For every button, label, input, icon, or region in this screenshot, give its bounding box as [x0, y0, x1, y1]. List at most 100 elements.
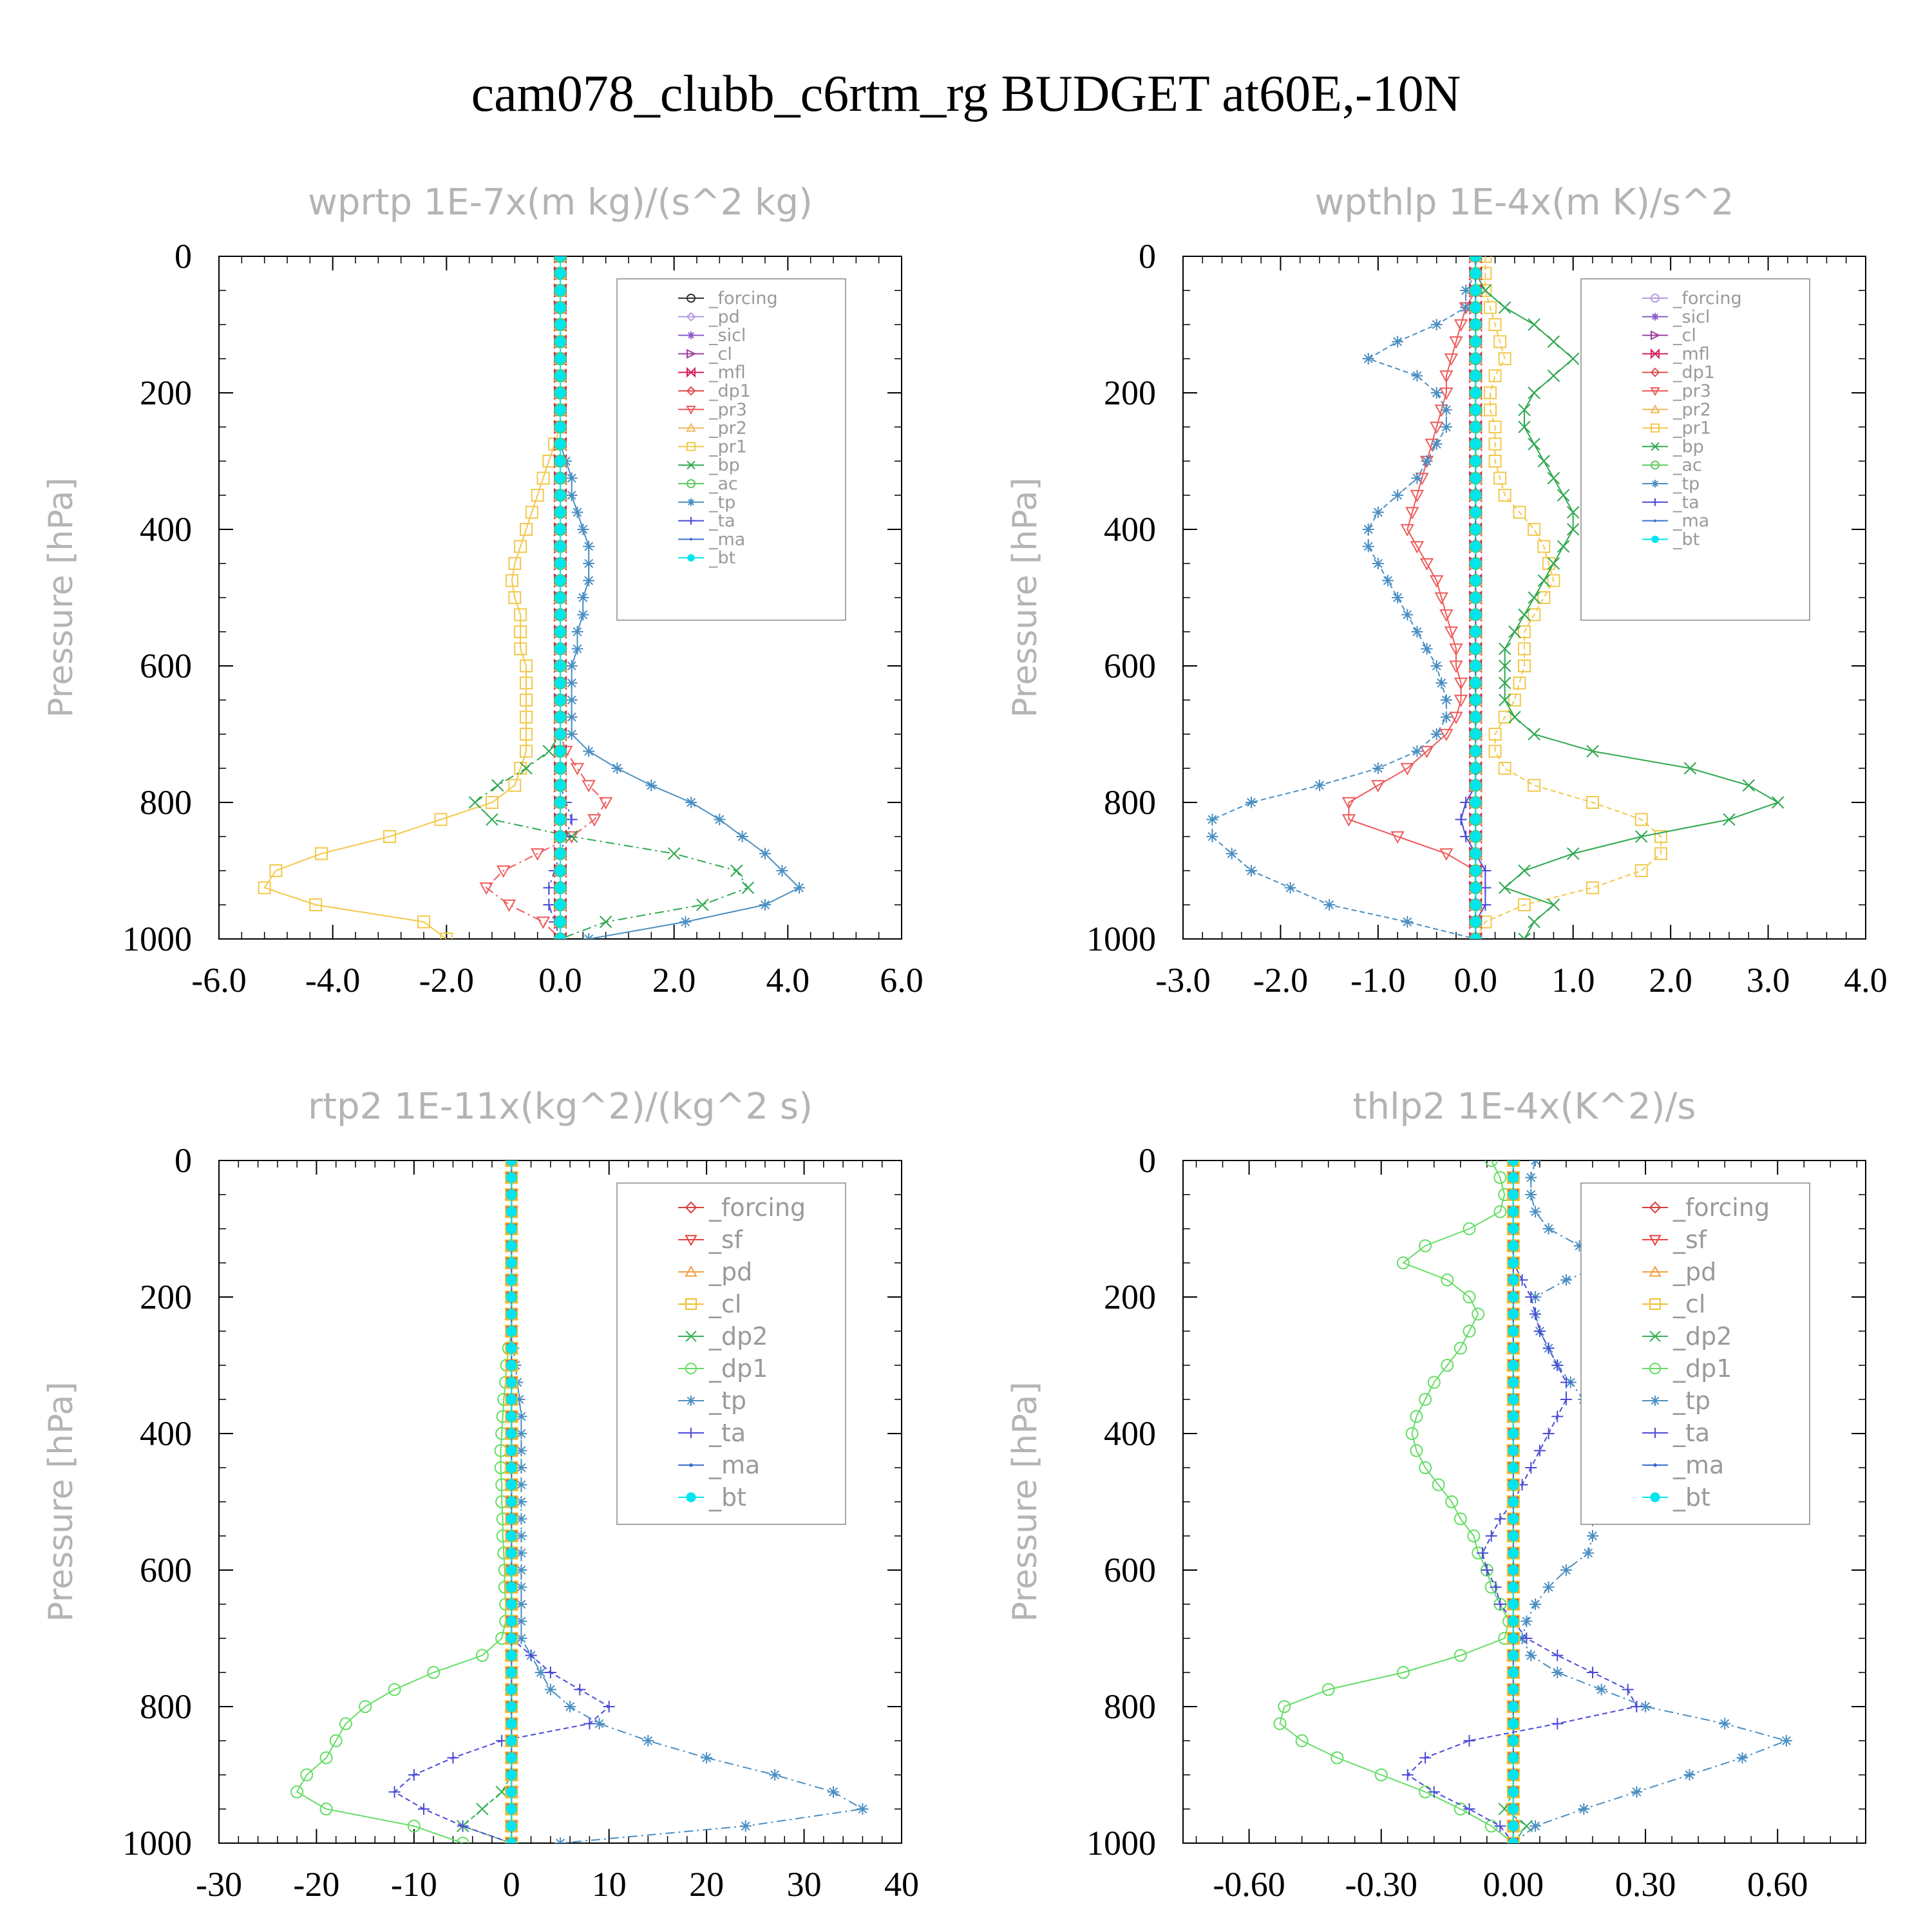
data-point-tp [1372, 506, 1384, 518]
series-pr3 [1341, 256, 1482, 939]
data-point-tp [583, 933, 595, 939]
data-point-bt [1470, 694, 1481, 706]
legend-box [616, 1182, 846, 1525]
y-tick-label: 400 [140, 510, 192, 549]
data-point-bt [1470, 711, 1481, 723]
data-point-pr1 [525, 506, 538, 519]
data-point-pr1 [514, 608, 527, 621]
data-point-bt [1470, 643, 1481, 655]
data-point-bt [1508, 1615, 1519, 1627]
data-point-pr3 [530, 848, 545, 861]
data-point-tp [611, 762, 623, 774]
data-point-tp [554, 1837, 566, 1843]
data-point-ta [1485, 1530, 1497, 1542]
data-point-bt [506, 1530, 517, 1542]
legend-entry-tp: _tp [1642, 1387, 1710, 1415]
data-point-tp [769, 1769, 781, 1781]
legend-label: _ta [1672, 493, 1700, 513]
data-point-bt [1508, 1581, 1519, 1593]
data-point-dp1 [1410, 1444, 1423, 1457]
data-point-dp1 [359, 1700, 372, 1713]
data-point-pr3 [1444, 626, 1459, 639]
data-point-bp [1528, 318, 1540, 331]
data-point-pr1 [508, 557, 522, 570]
data-point-bp [491, 779, 504, 792]
data-point-dp1 [1463, 1291, 1476, 1303]
data-point-tp [857, 1803, 869, 1815]
data-point-bt [1470, 370, 1481, 382]
data-point-dp1 [1454, 1512, 1467, 1526]
data-point-bt [1508, 1206, 1519, 1218]
data-point-bp [1547, 471, 1560, 485]
legend-marker [1651, 330, 1661, 341]
data-point-bt [1508, 1342, 1519, 1354]
data-point-bp [1567, 352, 1580, 365]
data-point-tp [1736, 1752, 1748, 1764]
data-point-pr3 [479, 882, 493, 895]
legend-entry-ma: _ma [678, 529, 745, 549]
data-point-tp [714, 813, 726, 826]
data-point-pr3 [1341, 814, 1356, 827]
data-point-tp [515, 1581, 527, 1593]
data-point-tp [535, 1667, 547, 1678]
data-point-ta [388, 1786, 401, 1798]
data-point-bp [1518, 864, 1531, 877]
data-point-tp [1421, 643, 1433, 655]
legend-marker [687, 554, 695, 562]
legend-entry-forcing: _forcing [678, 1193, 806, 1222]
data-point-ta [1463, 1803, 1475, 1815]
legend-entry-dp1: _dp1 [1642, 1354, 1732, 1383]
legend-label: _forcing [1672, 289, 1742, 308]
x-tick-label: 0.60 [1747, 1865, 1808, 1904]
data-point-bt [554, 421, 566, 433]
y-tick-label: 400 [1104, 510, 1156, 549]
legend-label: _pr1 [1672, 419, 1711, 439]
data-point-tp [583, 574, 595, 587]
data-point-pr1 [1634, 813, 1648, 826]
data-point-tp [642, 1735, 654, 1747]
legend-marker [687, 348, 697, 359]
data-point-tp [1314, 779, 1325, 791]
legend-marker [685, 1235, 697, 1247]
legend-marker [1651, 423, 1660, 433]
data-point-tp [1245, 797, 1257, 808]
data-point-bt [1508, 1649, 1519, 1662]
data-point-dp1 [1396, 1256, 1410, 1269]
data-point-dp1 [1331, 1751, 1344, 1765]
legend-label: _pd [708, 1258, 752, 1286]
data-point-tp [1372, 762, 1384, 774]
data-point-bt [1508, 1513, 1519, 1525]
data-point-tp [1430, 728, 1443, 740]
series-line-tp [1211, 256, 1477, 939]
legend-entry-ma: _ma [1642, 511, 1709, 531]
data-point-ta [543, 882, 555, 894]
data-point-tp [1411, 472, 1423, 484]
data-point-tp [1530, 1160, 1542, 1166]
x-tick-label: 10 [592, 1865, 627, 1904]
data-point-ta [1542, 1428, 1555, 1439]
y-tick-label: 800 [1104, 783, 1156, 822]
data-point-tp [1362, 524, 1374, 535]
data-point-bt [554, 592, 566, 603]
data-point-bp [1547, 557, 1560, 570]
x-tick-label: -10 [391, 1865, 437, 1904]
data-point-pr1 [520, 523, 533, 536]
data-point-bt [1508, 1667, 1519, 1678]
legend-label: _forcing [708, 289, 778, 308]
data-point-ta [544, 1667, 556, 1678]
y-tick-label: 0 [175, 237, 192, 276]
data-point-tp [1362, 353, 1374, 365]
legend-marker [1651, 348, 1660, 359]
data-point-bp [1547, 898, 1560, 911]
data-point-pr1 [1654, 847, 1667, 860]
data-point-bt [554, 762, 566, 774]
data-point-tp [1525, 1649, 1537, 1662]
data-point-bp [1499, 301, 1511, 314]
data-point-ta [1525, 1291, 1537, 1303]
data-point-ta [1494, 1513, 1506, 1525]
data-point-pr1 [1479, 256, 1492, 263]
data-point-bt [506, 1428, 517, 1439]
legend-label: _pr2 [1672, 400, 1711, 420]
data-point-bt [554, 831, 566, 842]
data-point-tp [1460, 285, 1472, 296]
